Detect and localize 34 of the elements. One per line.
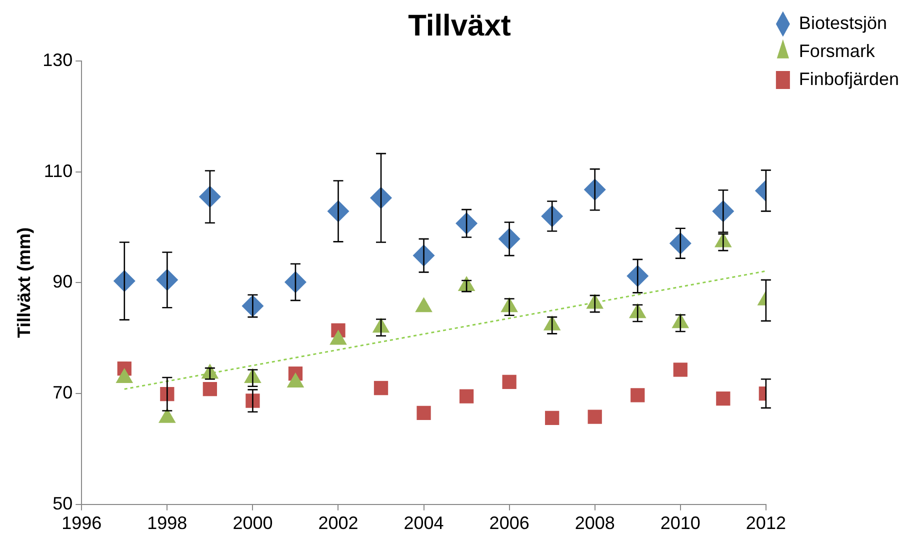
y-tick-label: 110 (44, 160, 73, 181)
point (284, 271, 306, 294)
x-tick-label: 2002 (318, 513, 358, 534)
point (202, 382, 218, 396)
point (198, 186, 221, 208)
y-tick-label: 50 (52, 493, 73, 514)
point (370, 186, 392, 209)
point (459, 389, 474, 404)
point (541, 205, 564, 228)
chart-title: Tillväxt (408, 9, 511, 42)
x-tick-label: 2006 (489, 513, 530, 534)
point (588, 410, 602, 424)
legend-label: Forsmark (798, 40, 876, 61)
point (716, 391, 730, 406)
x-tick-label: 2010 (660, 513, 700, 534)
x-tick-label: 1996 (62, 513, 102, 534)
y-tick-label: 70 (52, 382, 73, 403)
point (502, 374, 516, 389)
y-axis-title: Tillväxt (mm) (14, 227, 34, 338)
x-tick-label: 2000 (232, 513, 273, 534)
point (545, 410, 560, 426)
legend-label: Finbofjärden (798, 68, 900, 89)
y-tick-label: 130 (42, 50, 73, 70)
legend-label: Biotestsjön (798, 12, 887, 33)
point (374, 380, 388, 396)
x-tick-label: 2012 (746, 513, 786, 534)
point (113, 270, 136, 292)
x-tick-label: 1998 (147, 513, 188, 534)
point (673, 362, 688, 377)
point (630, 388, 645, 402)
x-tick-label: 2008 (574, 513, 615, 534)
y-tick-label: 90 (52, 272, 73, 292)
x-tick-label: 2004 (404, 513, 444, 534)
point (416, 406, 431, 420)
